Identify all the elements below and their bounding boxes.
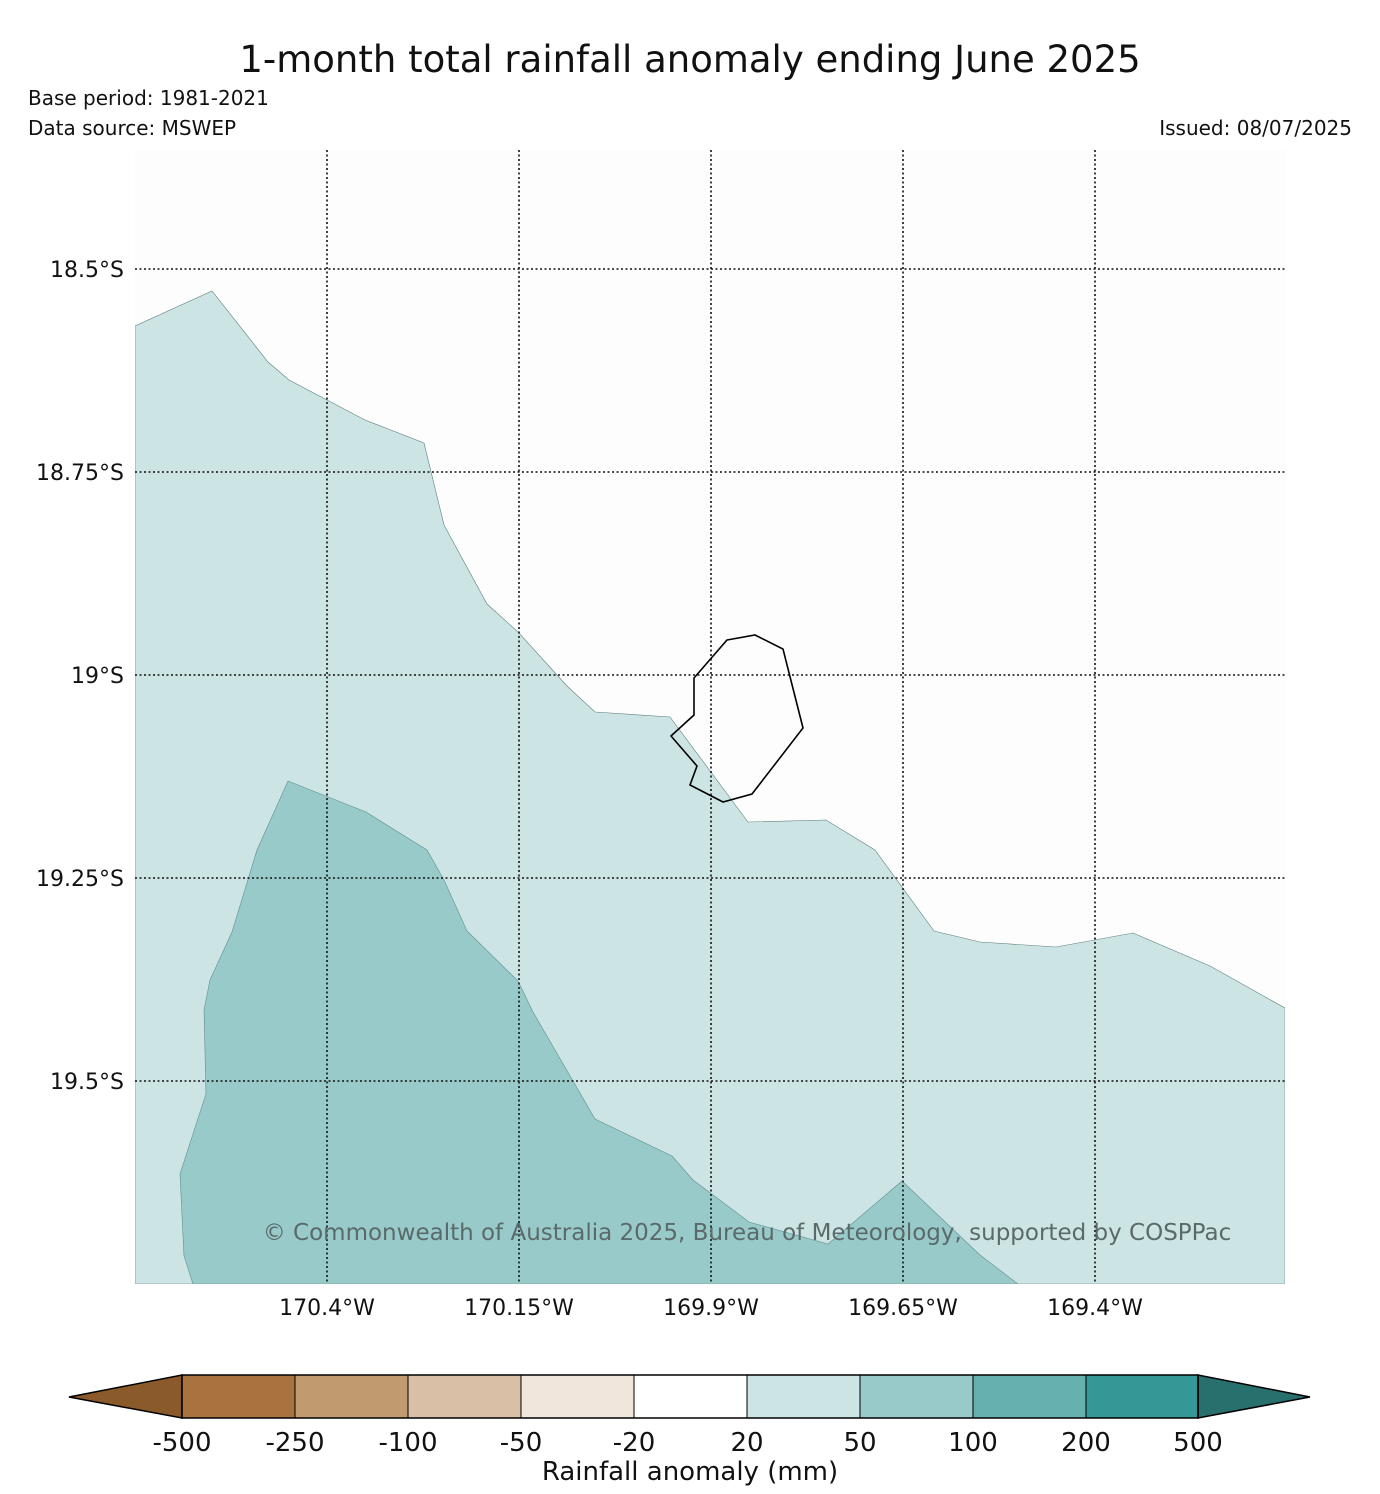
colorbar-label: Rainfall anomaly (mm): [542, 1457, 838, 1487]
longitude-labels: 170.4°W 170.15°W 169.9°W 169.65°W 169.4°…: [279, 1296, 1143, 1321]
colorbar-tick: 50: [843, 1428, 876, 1458]
colorbar-bin-4: [520, 1374, 635, 1419]
anomaly-region-50-100: [179, 780, 1019, 1284]
colorbar-tick: -500: [152, 1428, 211, 1458]
latitude-labels: 18.5°S 18.75°S 19°S 19.25°S 19.5°S: [36, 258, 124, 1095]
lat-label-19-25: 19.25°S: [36, 867, 124, 892]
colorbar-tick: 200: [1061, 1428, 1111, 1458]
colorbar-bin-9: [1085, 1374, 1199, 1419]
colorbar: -500 -250 -100 -50 -20 20 50 100 200 500…: [68, 1374, 1311, 1487]
base-period-text: Base period: 1981-2021: [28, 86, 269, 110]
colorbar-bin-3: [407, 1374, 522, 1419]
map-title: 1-month total rainfall anomaly ending Ju…: [239, 38, 1141, 81]
lat-label-18-75: 18.75°S: [36, 461, 124, 486]
lon-label-170-4: 170.4°W: [279, 1296, 375, 1321]
colorbar-tick: 500: [1173, 1428, 1223, 1458]
colorbar-bin-6: [746, 1374, 861, 1419]
colorbar-bin-2: [294, 1374, 409, 1419]
colorbar-tick: 100: [948, 1428, 998, 1458]
lon-label-169-4: 169.4°W: [1047, 1296, 1143, 1321]
colorbar-under-arrow: [68, 1374, 183, 1419]
colorbar-over-arrow: [1197, 1374, 1311, 1419]
colorbar-bin-1: [181, 1374, 296, 1419]
lat-label-19: 19°S: [71, 664, 124, 689]
graticule: [135, 150, 1285, 1284]
colorbar-tick: -250: [265, 1428, 324, 1458]
lon-label-169-9: 169.9°W: [663, 1296, 759, 1321]
data-source-text: Data source: MSWEP: [28, 116, 237, 140]
copyright-notice: © Commonwealth of Australia 2025, Bureau…: [263, 1220, 1232, 1246]
colorbar-bin-7: [859, 1374, 974, 1419]
colorbar-bin-8: [972, 1374, 1087, 1419]
lon-label-169-65: 169.65°W: [848, 1296, 958, 1321]
lat-label-18-5: 18.5°S: [50, 258, 124, 283]
issued-date-text: Issued: 08/07/2025: [1159, 116, 1352, 140]
island-coastline: [669, 634, 804, 803]
colorbar-bin-5: [633, 1374, 748, 1419]
colorbar-tick: 20: [730, 1428, 763, 1458]
colorbar-tick: -50: [500, 1428, 542, 1458]
colorbar-tick: -20: [613, 1428, 655, 1458]
lon-label-170-15: 170.15°W: [464, 1296, 574, 1321]
colorbar-tick: -100: [378, 1428, 437, 1458]
lat-label-19-5: 19.5°S: [50, 1070, 124, 1095]
